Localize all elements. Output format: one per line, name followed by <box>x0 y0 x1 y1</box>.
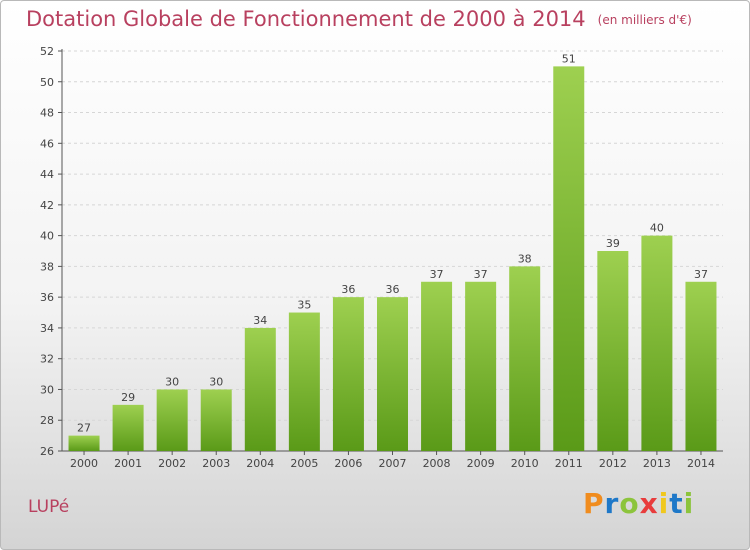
logo-letter: i <box>658 487 670 520</box>
value-label-2001: 29 <box>121 391 135 404</box>
y-tick-label: 42 <box>40 199 54 212</box>
x-tick-label-2000: 2000 <box>70 457 98 470</box>
logo-letter: r <box>604 487 620 520</box>
x-tick-label-2004: 2004 <box>246 457 274 470</box>
value-label-2003: 30 <box>209 375 223 388</box>
value-label-2011: 51 <box>562 52 576 65</box>
x-tick-label-2005: 2005 <box>290 457 318 470</box>
y-tick-label: 52 <box>40 45 54 58</box>
value-label-2006: 36 <box>341 283 355 296</box>
y-tick-label: 38 <box>40 260 54 273</box>
y-tick-label: 50 <box>40 76 54 89</box>
bar-2011 <box>553 66 585 451</box>
bar-2000 <box>68 435 100 451</box>
x-tick-label-2010: 2010 <box>511 457 539 470</box>
bar-2013 <box>641 235 673 451</box>
y-tick-label: 26 <box>40 445 54 458</box>
y-tick-label: 30 <box>40 383 54 396</box>
bar-2008 <box>421 281 453 451</box>
bar-2005 <box>288 312 320 451</box>
chart-title-text: Dotation Globale de Fonctionnement de 20… <box>26 7 586 31</box>
value-label-2008: 37 <box>430 268 444 281</box>
value-label-2010: 38 <box>518 252 532 265</box>
y-tick-label: 48 <box>40 107 54 120</box>
x-tick-label-2013: 2013 <box>643 457 671 470</box>
value-label-2000: 27 <box>77 422 91 435</box>
x-tick-label-2009: 2009 <box>467 457 495 470</box>
x-tick-label-2006: 2006 <box>334 457 362 470</box>
value-label-2002: 30 <box>165 375 179 388</box>
y-tick-label: 40 <box>40 230 54 243</box>
value-label-2014: 37 <box>694 268 708 281</box>
y-tick-label: 46 <box>40 137 54 150</box>
logo-letter: x <box>639 487 659 520</box>
y-tick-label: 34 <box>40 322 54 335</box>
x-tick-label-2008: 2008 <box>423 457 451 470</box>
bar-2009 <box>465 281 497 451</box>
chart-title: Dotation Globale de Fonctionnement de 20… <box>26 7 692 31</box>
bar-2012 <box>597 251 629 451</box>
logo-letter: t <box>669 487 684 520</box>
y-tick-label: 28 <box>40 414 54 427</box>
proxiti-logo: Proxiti <box>583 487 694 520</box>
x-tick-label-2001: 2001 <box>114 457 142 470</box>
x-tick-label-2003: 2003 <box>202 457 230 470</box>
value-label-2013: 40 <box>650 222 664 235</box>
logo-letter: P <box>583 487 605 520</box>
bar-2010 <box>509 266 541 451</box>
x-tick-label-2012: 2012 <box>599 457 627 470</box>
y-tick-label: 44 <box>40 168 54 181</box>
logo-letter: o <box>619 487 640 520</box>
y-tick-label: 32 <box>40 353 54 366</box>
value-label-2007: 36 <box>386 283 400 296</box>
commune-name: LUPé <box>28 497 70 517</box>
bar-2003 <box>200 389 232 451</box>
value-label-2005: 35 <box>297 299 311 312</box>
x-tick-label-2002: 2002 <box>158 457 186 470</box>
bar-2004 <box>244 327 276 451</box>
value-label-2004: 34 <box>253 314 267 327</box>
x-tick-label-2014: 2014 <box>687 457 715 470</box>
value-label-2009: 37 <box>474 268 488 281</box>
bar-2002 <box>156 389 188 451</box>
logo-letter: i <box>683 487 695 520</box>
bar-2014 <box>685 281 717 451</box>
y-tick-label: 36 <box>40 291 54 304</box>
x-tick-label-2007: 2007 <box>379 457 407 470</box>
bar-2006 <box>332 297 364 451</box>
x-tick-label-2011: 2011 <box>555 457 583 470</box>
bar-2001 <box>112 404 144 451</box>
bar-2007 <box>377 297 408 451</box>
chart-subtitle: (en milliers d'€) <box>597 13 692 27</box>
value-label-2012: 39 <box>606 237 620 250</box>
